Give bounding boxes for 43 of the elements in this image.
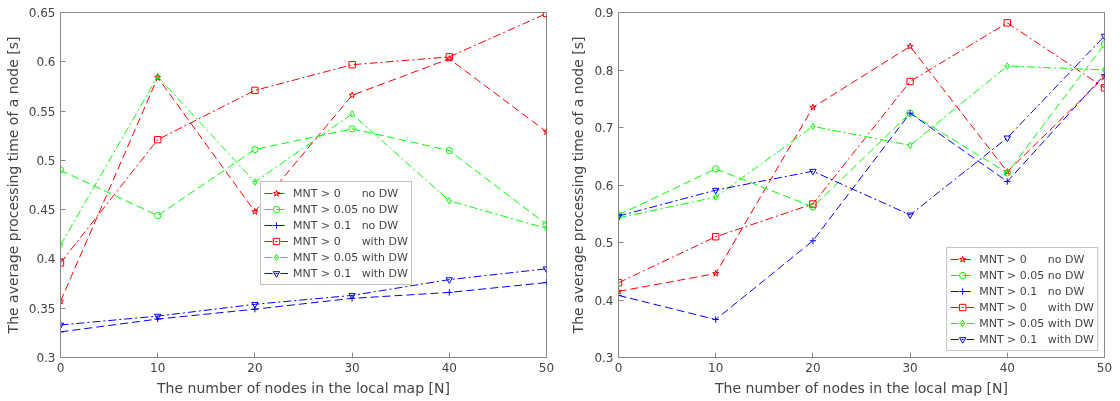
x-tick-label: 50 [538,360,555,375]
y-tick-label: 0.3 [36,351,56,365]
y-tick-label: 0.45 [28,203,56,218]
x-tick-label: 50 [1096,360,1113,375]
y-tick-label: 0.6 [36,55,56,70]
x-tick-label: 20 [247,360,263,375]
y-axis-title: The average processing time of a node [s] [4,36,21,335]
legend-label: MNT > 0.1 with DW [293,265,408,281]
y-tick-label: 0.9 [594,6,614,20]
legend-label: MNT > 0.05 with DW [979,315,1094,331]
y-tick-label: 0.7 [594,121,614,135]
x-tick-label: 40 [999,360,1015,375]
legend-label: MNT > 0.05 with DW [293,249,408,265]
y-tick-label: 0.8 [594,63,614,78]
legend-label: MNT > 0.05 no DW [293,201,399,217]
x-tick-label: 30 [902,360,918,375]
y-tick-label: 0.4 [36,252,56,267]
x-axis-title: The number of nodes in the local map [N] [714,379,1008,396]
y-tick-label: 0.5 [36,153,56,168]
legend-label: MNT > 0.1 with DW [979,331,1094,347]
legend-label: MNT > 0.05 no DW [979,267,1085,283]
y-tick-label: 0.5 [594,236,614,250]
x-tick-label: 10 [150,360,166,375]
legend-label: MNT > 0 with DW [293,233,408,249]
x-tick-label: 20 [805,360,821,375]
x-tick-label: 0 [614,360,623,375]
legend-label: MNT > 0.1 no DW [979,283,1085,299]
x-tick-label: 10 [708,360,724,375]
y-tick-label: 0.3 [594,351,614,365]
legend-label: MNT > 0 no DW [979,251,1085,267]
legend-label: MNT > 0.1 no DW [293,217,399,233]
legend-label: MNT > 0 no DW [293,185,399,201]
x-tick-label: 0 [56,360,65,375]
y-axis-title: The average processing time of a node [s] [570,36,587,335]
y-tick-label: 0.6 [594,178,614,193]
x-axis-title: The number of nodes in the local map [N] [156,379,450,396]
y-tick-label: 0.4 [594,293,614,308]
legend-label: MNT > 0 with DW [979,299,1094,315]
y-tick-label: 0.65 [28,6,56,20]
x-tick-label: 30 [344,360,360,375]
y-tick-label: 0.35 [28,301,56,316]
x-tick-label: 40 [441,360,457,375]
y-tick-label: 0.55 [28,104,56,119]
